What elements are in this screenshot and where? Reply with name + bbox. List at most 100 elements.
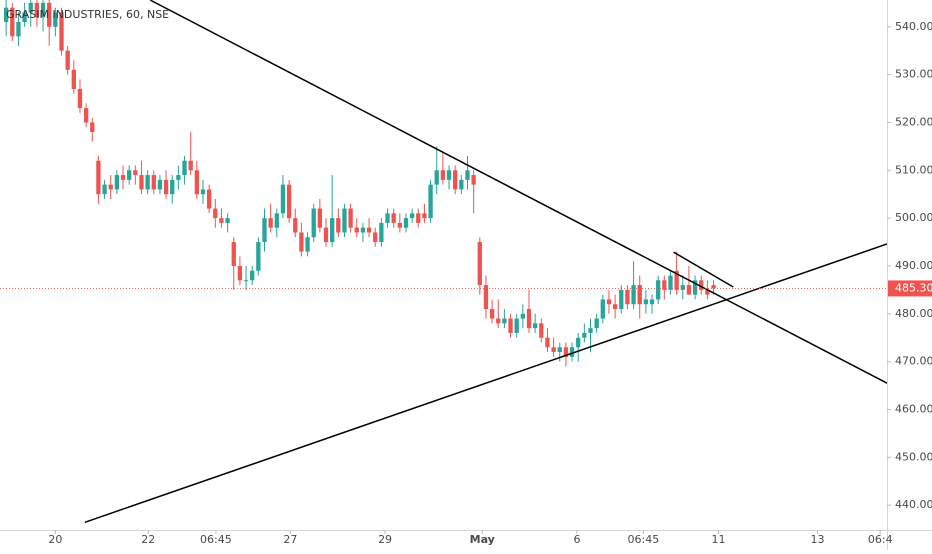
candle-body xyxy=(206,189,212,209)
candle-body xyxy=(643,299,649,305)
candle-body xyxy=(10,7,15,37)
candle-body xyxy=(662,280,667,290)
candle-body xyxy=(606,299,612,305)
candle-body xyxy=(520,313,526,319)
y-tick-label: 440.00 xyxy=(895,498,932,511)
candle-body xyxy=(268,218,273,228)
y-tick-label: 510.00 xyxy=(895,163,932,176)
candle-body xyxy=(53,12,58,27)
candle-body xyxy=(182,160,187,176)
candle-body xyxy=(532,323,538,329)
chart-title: GRASIM INDUSTRIES, 60, NSE xyxy=(6,8,169,21)
y-tick-label: 480.00 xyxy=(895,307,932,320)
x-tick-label: 06:45 xyxy=(200,533,232,546)
candle-body xyxy=(582,332,587,338)
x-tick-label: May xyxy=(470,533,495,546)
candle-body xyxy=(286,184,292,219)
candle-body xyxy=(114,175,120,190)
last-price-label: 485.30 xyxy=(895,281,932,294)
candle-body xyxy=(576,337,581,348)
candle-body xyxy=(65,50,70,70)
candle-body xyxy=(219,218,224,223)
candle-body xyxy=(317,208,323,228)
candle-body xyxy=(262,218,267,243)
candle-body xyxy=(59,12,64,51)
x-tick-label: 13 xyxy=(810,533,824,546)
x-tick-label: 20 xyxy=(48,533,62,546)
candle-body xyxy=(403,218,409,228)
candle-body xyxy=(243,280,249,282)
candle-body xyxy=(188,160,193,171)
x-tick-label: 29 xyxy=(378,533,392,546)
candle-body xyxy=(508,318,513,333)
candle-body xyxy=(305,237,310,252)
candle-body xyxy=(526,309,532,329)
candle-body xyxy=(471,175,476,185)
x-tick-label: 11 xyxy=(711,533,725,546)
candle-body xyxy=(90,122,95,133)
candle-body xyxy=(588,328,593,333)
candle-body xyxy=(157,179,163,190)
candle-body xyxy=(348,208,353,228)
candle-body xyxy=(231,242,236,266)
candle-body xyxy=(139,175,144,190)
candle-body xyxy=(594,318,599,329)
candle-body xyxy=(293,218,298,233)
candle-body xyxy=(336,218,341,233)
candle-body xyxy=(274,213,279,228)
candle-body xyxy=(477,242,482,286)
candle-body xyxy=(299,232,304,252)
candle-body xyxy=(22,12,27,23)
candle-body xyxy=(237,265,243,281)
x-tick-label: 22 xyxy=(141,533,155,546)
candle-body xyxy=(409,213,415,219)
y-tick-label: 530.00 xyxy=(895,68,932,81)
candle-body xyxy=(311,208,316,238)
trend-line xyxy=(84,243,888,524)
candle-body xyxy=(692,280,698,295)
y-tick-label: 500.00 xyxy=(895,211,932,224)
candle-body xyxy=(440,170,446,180)
candle-body xyxy=(256,242,261,271)
candle-body xyxy=(680,285,685,290)
candle-body xyxy=(502,318,507,324)
candle-body xyxy=(373,232,378,243)
x-tick-label: 06:4 xyxy=(868,533,893,546)
candle-body xyxy=(366,227,372,233)
candle-body xyxy=(176,175,181,180)
candle-body xyxy=(422,213,427,219)
candle-body xyxy=(330,218,335,243)
candle-body xyxy=(133,170,138,176)
candle-body xyxy=(711,285,716,289)
candle-body xyxy=(200,189,206,195)
candle-body xyxy=(28,2,33,13)
last-price-box xyxy=(888,280,932,297)
candle-body xyxy=(446,170,452,180)
x-tick-label: 6 xyxy=(573,533,580,546)
candle-body xyxy=(96,160,101,195)
candle-body xyxy=(379,222,384,243)
candle-body xyxy=(625,289,630,305)
candle-body xyxy=(163,179,169,195)
candle-body xyxy=(391,213,396,223)
x-tick-label: 27 xyxy=(283,533,297,546)
candle-body xyxy=(280,184,286,214)
candle-body xyxy=(459,179,464,190)
candle-body xyxy=(145,175,150,190)
candle-body xyxy=(496,318,501,324)
candle-body xyxy=(71,69,76,89)
candle-body xyxy=(170,179,175,195)
candle-body xyxy=(77,88,83,109)
candle-body xyxy=(102,184,107,195)
candle-body xyxy=(453,170,458,190)
candle-body xyxy=(34,2,40,18)
candle-body xyxy=(699,280,704,290)
y-tick-label: 490.00 xyxy=(895,259,932,272)
candle-body xyxy=(360,227,366,233)
candle-body xyxy=(323,227,329,243)
candle-body xyxy=(108,184,113,190)
candle-body xyxy=(612,304,618,310)
candle-body xyxy=(428,184,433,219)
